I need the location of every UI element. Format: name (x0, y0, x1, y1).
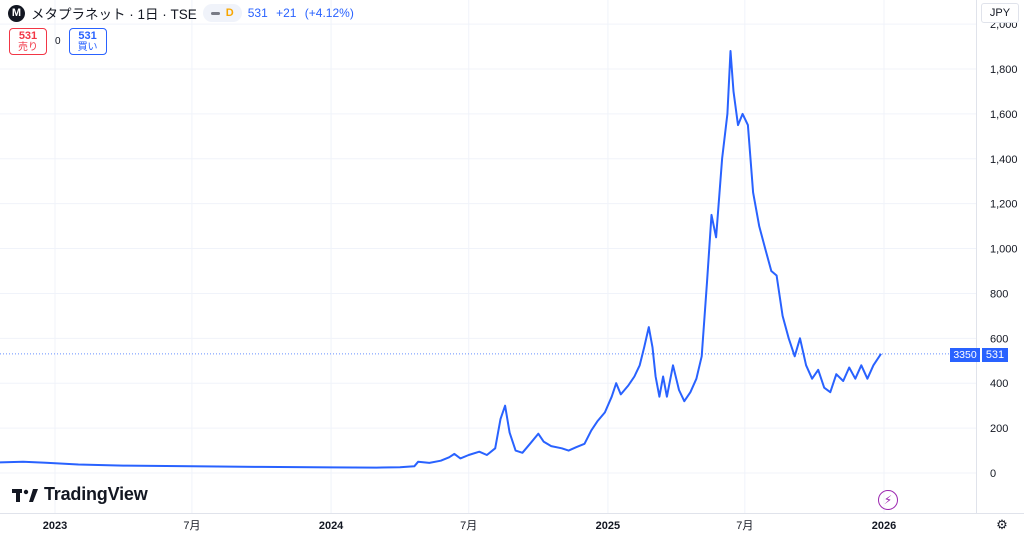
delay-badge: D (225, 7, 234, 19)
symbol-header: M メタプラネット · 1日 · TSE D 531 +21 (+4.12%) (8, 4, 359, 22)
y-tick-label: 600 (990, 333, 1008, 345)
x-tick-label: 2023 (43, 520, 67, 532)
watermark-text: TradingView (44, 484, 148, 504)
price-quote: 531 +21 (+4.12%) (248, 6, 359, 20)
y-tick-label: 1,600 (990, 109, 1018, 121)
last-price-badge: 531 (982, 348, 1008, 362)
symbol-title[interactable]: メタプラネット · 1日 · TSE (31, 7, 197, 22)
y-tick-label: 1,200 (990, 199, 1018, 211)
buy-label: 買い (77, 41, 98, 53)
x-tick-label: 2025 (596, 520, 620, 532)
sell-price: 531 (18, 29, 38, 42)
sell-label: 売り (18, 41, 38, 53)
tradingview-logo-icon (12, 488, 38, 502)
y-tick-label: 1,400 (990, 154, 1018, 166)
x-tick-label: 2026 (872, 520, 896, 532)
minus-icon (210, 11, 220, 15)
trade-buttons: 531 売り 0 531 買い (9, 28, 107, 55)
lightning-icon[interactable]: ⚡ (878, 490, 898, 510)
buy-button[interactable]: 531 買い (68, 28, 107, 55)
currency-button[interactable]: JPY (981, 3, 1019, 23)
y-tick-label: 400 (990, 378, 1008, 390)
price-series-line (0, 50, 882, 469)
x-tick-label: 7月 (183, 520, 200, 532)
x-tick-label: 7月 (460, 520, 477, 532)
buy-price: 531 (78, 29, 97, 42)
price-change-percent: (+4.12%) (304, 6, 354, 20)
data-status-pill[interactable]: D (202, 4, 242, 22)
volume-badge: 3350 (950, 348, 980, 362)
spread-value: 0 (55, 36, 61, 47)
tradingview-watermark[interactable]: TradingView (12, 484, 148, 505)
y-tick-label: 800 (990, 288, 1008, 300)
price-change: +21 (276, 6, 297, 20)
gear-icon[interactable]: ⚙ (996, 517, 1008, 532)
last-price: 531 (247, 6, 268, 20)
sell-button[interactable]: 531 売り (9, 28, 47, 55)
symbol-logo-icon: M (8, 4, 25, 22)
x-tick-label: 2024 (319, 520, 344, 532)
price-axis-divider (976, 0, 977, 514)
x-tick-label: 7月 (736, 520, 753, 532)
time-axis-divider (0, 513, 1024, 514)
y-tick-label: 1,000 (990, 244, 1018, 256)
y-tick-label: 0 (990, 468, 996, 480)
y-tick-label: 200 (990, 423, 1008, 435)
y-tick-label: 1,800 (990, 64, 1018, 76)
